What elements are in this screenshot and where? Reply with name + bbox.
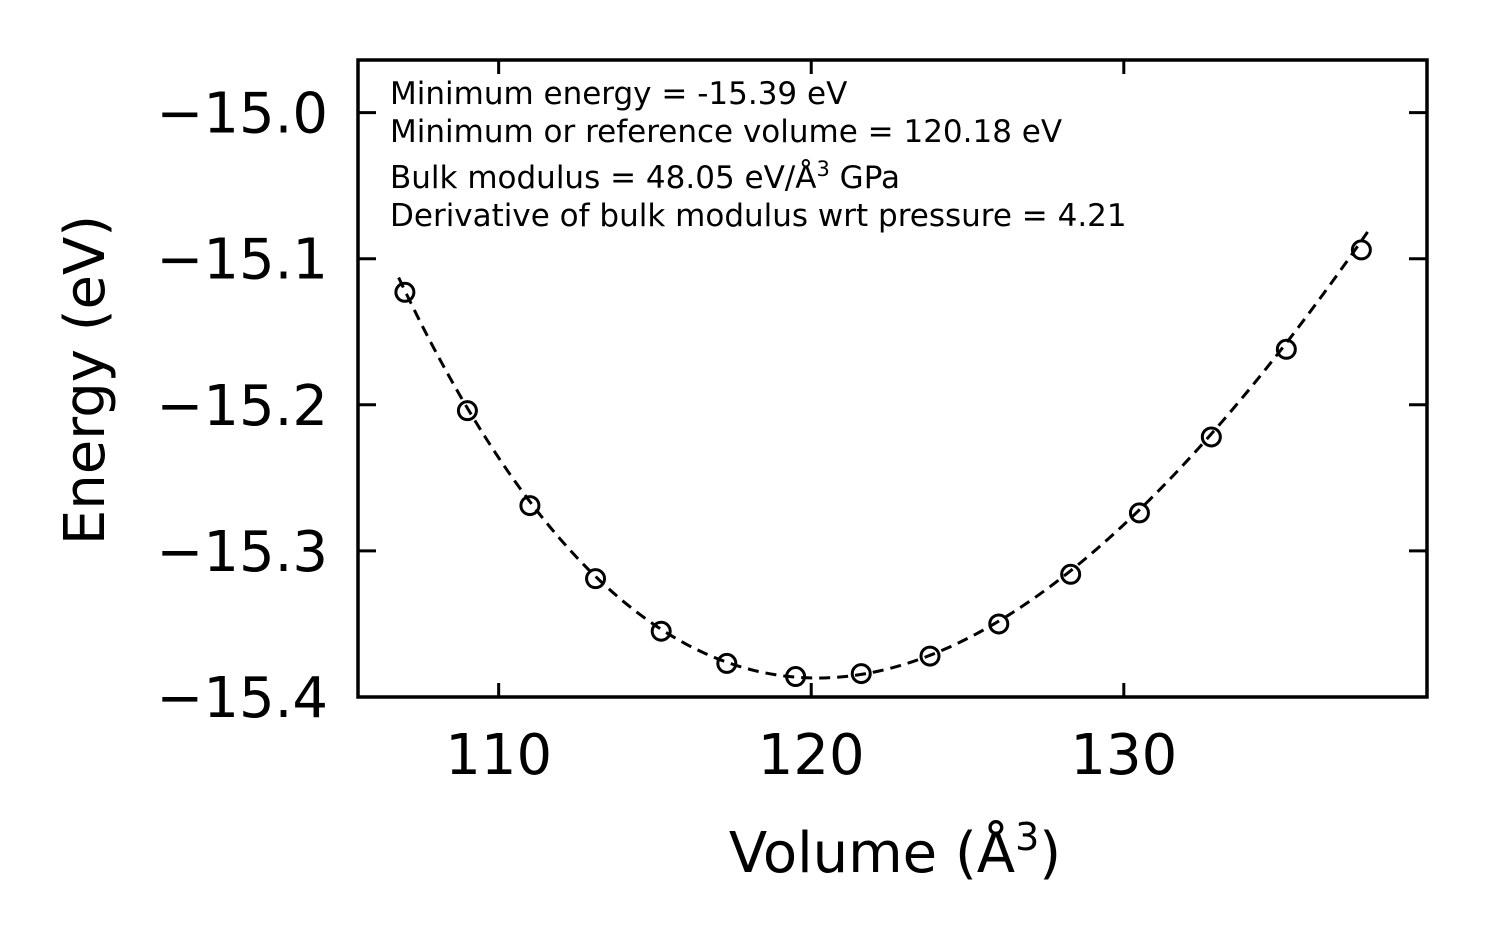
annotation-block: Minimum energy = -15.39 eV Minimum or re… — [390, 76, 1127, 234]
data-point-9 — [988, 613, 1010, 635]
fit-curve — [397, 231, 1369, 680]
data-point-12 — [1200, 426, 1222, 448]
y-tick-label-4: −15.4 — [156, 666, 328, 731]
data-point-3 — [585, 568, 607, 590]
y-tick-label-0: −15.0 — [156, 82, 328, 147]
data-point-7 — [850, 663, 872, 685]
x-tick-label-110: 110 — [445, 723, 552, 788]
x-tick-label-130: 130 — [1070, 723, 1177, 788]
data-point-5 — [716, 652, 738, 674]
data-point-0 — [394, 281, 416, 303]
data-point-6 — [785, 666, 807, 688]
y-axis-label: Energy (eV) — [53, 215, 118, 545]
y-tick-label-2: −15.2 — [156, 374, 328, 439]
x-tick-label-120: 120 — [758, 723, 865, 788]
annotation-min-volume: Minimum or reference volume = 120.18 eV — [390, 114, 1062, 150]
data-point-14 — [1350, 239, 1372, 261]
data-point-13 — [1275, 338, 1297, 360]
plot-frame — [356, 58, 1429, 699]
annotation-bulk-derivative: Derivative of bulk modulus wrt pressure … — [390, 198, 1127, 234]
x-axis-label: Volume (Å3) — [729, 815, 1061, 886]
data-point-10 — [1060, 563, 1082, 585]
annotation-bulk-modulus: Bulk modulus = 48.05 eV/Å3 GPa — [390, 157, 900, 196]
y-tick-label-3: −15.3 — [156, 520, 328, 585]
data-point-11 — [1128, 502, 1150, 524]
y-tick-label-1: −15.1 — [156, 228, 328, 293]
data-point-1 — [456, 400, 478, 422]
data-point-2 — [519, 495, 541, 517]
annotation-min-energy: Minimum energy = -15.39 eV — [390, 76, 847, 112]
data-point-8 — [919, 645, 941, 667]
data-point-4 — [650, 620, 672, 642]
